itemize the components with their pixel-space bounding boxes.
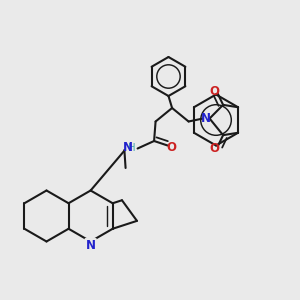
Text: O: O — [166, 140, 176, 154]
Text: N: N — [85, 239, 96, 252]
Text: H: H — [128, 142, 136, 153]
Text: O: O — [209, 142, 219, 155]
Text: N: N — [85, 239, 96, 252]
Text: O: O — [209, 85, 219, 98]
Text: N: N — [201, 112, 211, 125]
Text: N: N — [122, 141, 132, 154]
